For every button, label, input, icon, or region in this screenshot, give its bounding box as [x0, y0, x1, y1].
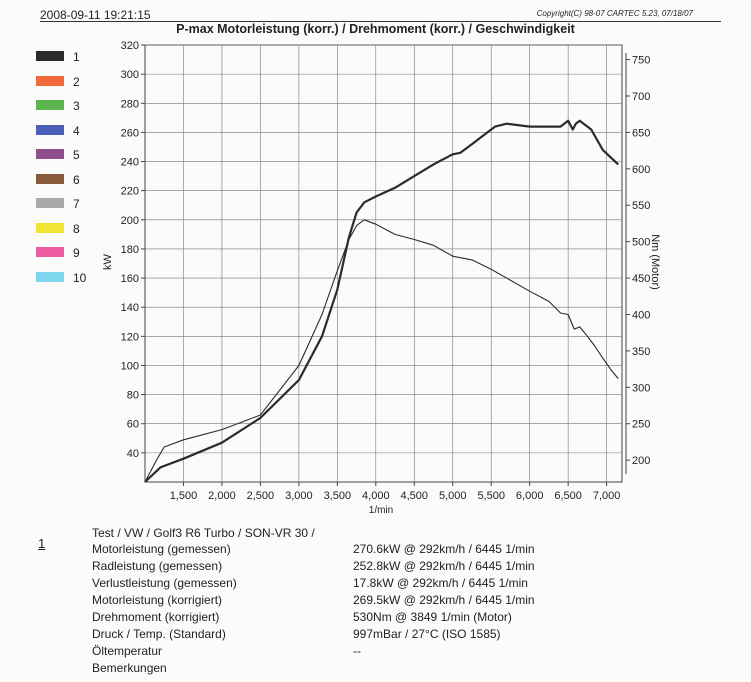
legend-swatch: [36, 51, 64, 61]
legend-item-6: 6: [36, 173, 106, 187]
y2-tick-label: 300: [632, 382, 650, 394]
x-tick-label: 4,000: [362, 490, 390, 502]
y-tick-label: 220: [121, 186, 139, 198]
y-tick-label: 100: [121, 360, 139, 372]
y-tick-label: 320: [121, 40, 139, 52]
legend-swatch: [36, 247, 64, 257]
y2-axis-label: Nm (Motor): [649, 234, 661, 290]
legend-label: 8: [73, 221, 80, 236]
y2-tick-label: 500: [632, 237, 650, 249]
y2-tick-label: 700: [632, 91, 650, 103]
x-tick-label: 3,500: [324, 490, 352, 502]
legend-label: 7: [73, 197, 80, 211]
y-tick-label: 240: [121, 157, 139, 169]
x-tick-label: 4,500: [401, 490, 429, 502]
y2-tick-label: 200: [632, 455, 650, 467]
legend-swatch: [36, 173, 64, 184]
y2-tick-label: 250: [632, 419, 650, 431]
legend-label: 6: [73, 172, 80, 187]
y-tick-label: 140: [121, 302, 139, 314]
y-tick-label: 200: [121, 215, 139, 227]
legend-item-5: 5: [36, 148, 106, 162]
legend-item-8: 8: [36, 222, 106, 236]
y-tick-label: 260: [121, 127, 139, 139]
legend-swatch: [36, 198, 64, 208]
legend-item-10: 10: [36, 271, 106, 285]
x-tick-label: 6,000: [516, 490, 544, 502]
y-tick-label: 280: [121, 98, 139, 110]
legend-swatch: [36, 100, 64, 110]
legend-item-7: 7: [36, 197, 106, 211]
legend-item-2: 2: [36, 75, 106, 89]
legend-item-3: 3: [36, 99, 106, 113]
x-tick-label: 5,500: [477, 490, 505, 502]
y-tick-label: 40: [127, 448, 139, 460]
report-datetime: 2008-09-11 19:21:15: [40, 8, 151, 22]
y2-tick-label: 650: [632, 127, 650, 139]
plot-frame: [144, 44, 623, 483]
y2-tick-label: 750: [632, 55, 650, 67]
y-axis-label: kW: [102, 253, 114, 270]
legend-swatch: [36, 75, 64, 86]
y2-tick-label: 400: [632, 309, 650, 321]
x-axis-label: 1/min: [369, 505, 393, 516]
x-tick-label: 1,500: [170, 490, 198, 502]
legend-swatch: [36, 149, 64, 159]
legend-swatch: [36, 222, 64, 233]
y-tick-label: 180: [121, 244, 139, 256]
x-tick-label: 5,000: [439, 490, 467, 502]
y-tick-label: 120: [121, 331, 139, 343]
y-tick-label: 160: [121, 273, 139, 285]
y-tick-label: 60: [127, 419, 139, 431]
legend-label: 9: [73, 246, 80, 260]
y-tick-label: 80: [127, 390, 139, 402]
x-tick-label: 3,000: [285, 490, 313, 502]
copyright-text: Copyright(C) 98-07 CARTEC 5.23, 07/18/07: [536, 9, 693, 18]
y2-tick-label: 450: [632, 273, 650, 285]
x-tick-label: 7,000: [593, 490, 621, 502]
torque-curve: [144, 219, 619, 483]
power-curve: [144, 119, 619, 483]
legend-item-9: 9: [36, 246, 106, 260]
chart-title: P-max Motorleistung (korr.) / Drehmoment…: [176, 22, 575, 36]
x-tick-label: 6,500: [554, 490, 582, 502]
x-tick-label: 2,000: [208, 490, 236, 502]
legend-item-4: 4: [36, 124, 106, 138]
y2-tick-label: 600: [632, 164, 650, 176]
header-rule-top: [40, 21, 721, 22]
legend-swatch: [36, 124, 64, 135]
legend-label: 5: [73, 148, 80, 162]
y2-tick-label: 550: [632, 200, 650, 212]
legend-label: 4: [73, 123, 80, 138]
legend-label: 1: [73, 50, 80, 64]
legend-swatch: [36, 271, 64, 282]
y2-tick-label: 350: [632, 346, 650, 358]
legend-label: 2: [73, 74, 80, 89]
legend-item-1: 1: [36, 50, 106, 64]
y-tick-label: 300: [121, 69, 139, 81]
legend-label: 3: [73, 99, 80, 113]
legend-label: 10: [73, 270, 87, 285]
x-tick-label: 2,500: [247, 490, 275, 502]
